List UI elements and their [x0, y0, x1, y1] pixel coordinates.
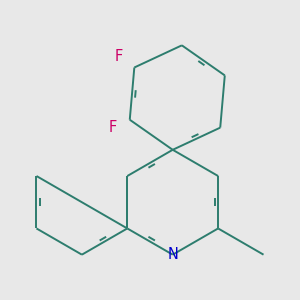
Text: F: F [115, 49, 123, 64]
Text: F: F [109, 120, 117, 135]
Text: N: N [167, 247, 178, 262]
